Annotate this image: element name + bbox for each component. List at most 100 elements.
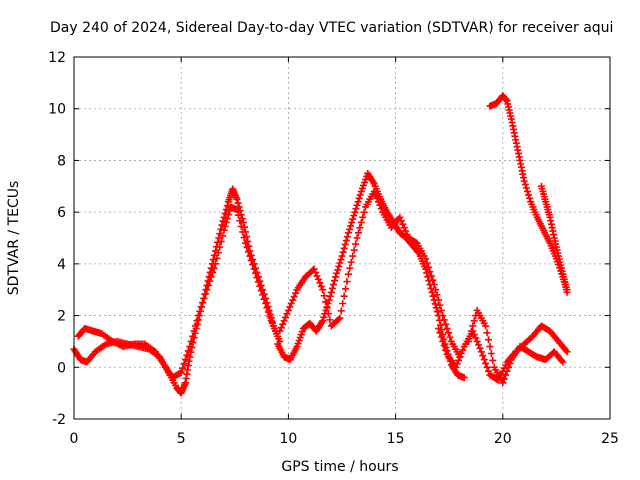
data-point-marker <box>325 296 333 304</box>
data-point-marker <box>399 220 407 228</box>
data-point-marker <box>240 234 248 242</box>
data-point-marker <box>347 222 355 230</box>
data-point-marker <box>442 346 450 354</box>
y-tick-label: -2 <box>52 412 66 428</box>
data-point-marker <box>340 244 348 252</box>
data-point-marker <box>317 282 325 290</box>
x-tick-label: 25 <box>601 431 619 447</box>
data-point-marker <box>239 228 247 236</box>
y-tick-label: 12 <box>48 50 66 66</box>
data-point-marker <box>396 213 404 221</box>
data-point-marker <box>499 379 507 387</box>
data-point-marker <box>439 337 447 345</box>
data-point-marker <box>263 304 271 312</box>
data-point-marker <box>439 312 447 320</box>
data-point-marker <box>330 277 338 285</box>
data-point-marker <box>351 208 359 216</box>
x-tick-label: 5 <box>177 431 186 447</box>
data-point-marker <box>181 356 189 364</box>
data-point-marker <box>343 278 351 286</box>
data-point-marker <box>477 348 485 356</box>
data-point-marker <box>403 231 411 239</box>
data-point-marker <box>436 329 444 337</box>
data-point-marker <box>337 307 345 315</box>
data-point-marker <box>313 272 321 280</box>
data-point-marker <box>360 208 368 216</box>
data-point-marker <box>328 284 336 292</box>
data-point-marker <box>244 248 252 256</box>
data-point-marker <box>483 363 491 371</box>
data-point-marker <box>442 320 450 328</box>
data-point-marker <box>466 332 474 340</box>
data-point-marker <box>260 295 268 303</box>
y-tick-label: 0 <box>57 360 66 376</box>
data-point-marker <box>179 364 187 372</box>
data-point-marker <box>184 347 192 355</box>
data-point-marker <box>336 314 344 322</box>
data-point-marker <box>236 207 244 215</box>
data-point-marker <box>446 333 454 341</box>
data-point-marker <box>279 320 287 328</box>
data-point-marker <box>344 229 352 237</box>
data-point-marker <box>323 304 331 312</box>
data-point-marker <box>370 187 378 195</box>
data-point-marker <box>319 286 327 294</box>
data-point-marker <box>183 351 191 359</box>
series-track-g <box>486 92 571 296</box>
data-point-marker <box>209 256 217 264</box>
data-point-marker <box>526 194 534 202</box>
data-point-marker <box>210 264 218 272</box>
data-point-marker <box>250 265 258 273</box>
data-point-marker <box>479 352 487 360</box>
data-point-marker <box>287 300 295 308</box>
data-point-marker <box>456 353 464 361</box>
data-point-marker <box>187 337 195 345</box>
data-point-marker <box>460 374 468 382</box>
data-point-marker <box>427 272 435 280</box>
series-track-f <box>464 306 567 387</box>
data-point-marker <box>224 211 232 219</box>
y-tick-label: 6 <box>57 205 66 221</box>
data-point-marker <box>397 217 405 225</box>
data-point-marker <box>282 313 290 321</box>
data-point-marker <box>339 300 347 308</box>
data-point-marker <box>485 367 493 375</box>
data-point-marker <box>196 307 204 315</box>
data-point-marker <box>334 315 342 323</box>
data-point-marker <box>433 308 441 316</box>
data-point-marker <box>223 202 231 210</box>
data-point-marker <box>214 249 222 257</box>
data-point-marker <box>207 273 215 281</box>
data-point-marker <box>349 252 357 260</box>
data-point-marker <box>429 292 437 300</box>
data-point-marker <box>523 187 531 195</box>
data-point-marker <box>464 337 472 345</box>
data-point-marker <box>236 217 244 225</box>
data-point-marker <box>428 288 436 296</box>
data-point-marker <box>234 199 242 207</box>
data-point-marker <box>414 248 422 256</box>
plot-frame <box>73 56 611 420</box>
data-point-marker <box>329 281 337 289</box>
data-point-marker <box>219 217 227 225</box>
data-point-marker <box>373 194 381 202</box>
data-point-marker <box>431 300 439 308</box>
data-point-marker <box>423 259 431 267</box>
data-point-marker <box>437 306 445 314</box>
data-point-marker <box>343 233 351 241</box>
y-tick-label: 8 <box>57 153 66 169</box>
data-point-marker <box>454 356 462 364</box>
data-point-marker <box>262 300 270 308</box>
data-point-marker <box>424 273 432 281</box>
data-point-marker <box>350 246 358 254</box>
data-point-marker <box>222 206 230 214</box>
data-point-marker <box>505 363 513 371</box>
data-point-marker <box>286 303 294 311</box>
data-point-marker <box>489 356 497 364</box>
data-point-marker <box>559 358 567 366</box>
data-point-marker <box>356 191 364 199</box>
data-point-marker <box>335 262 343 270</box>
series-track-b <box>74 203 282 382</box>
data-point-marker <box>326 292 334 300</box>
series-track-h <box>537 182 571 294</box>
